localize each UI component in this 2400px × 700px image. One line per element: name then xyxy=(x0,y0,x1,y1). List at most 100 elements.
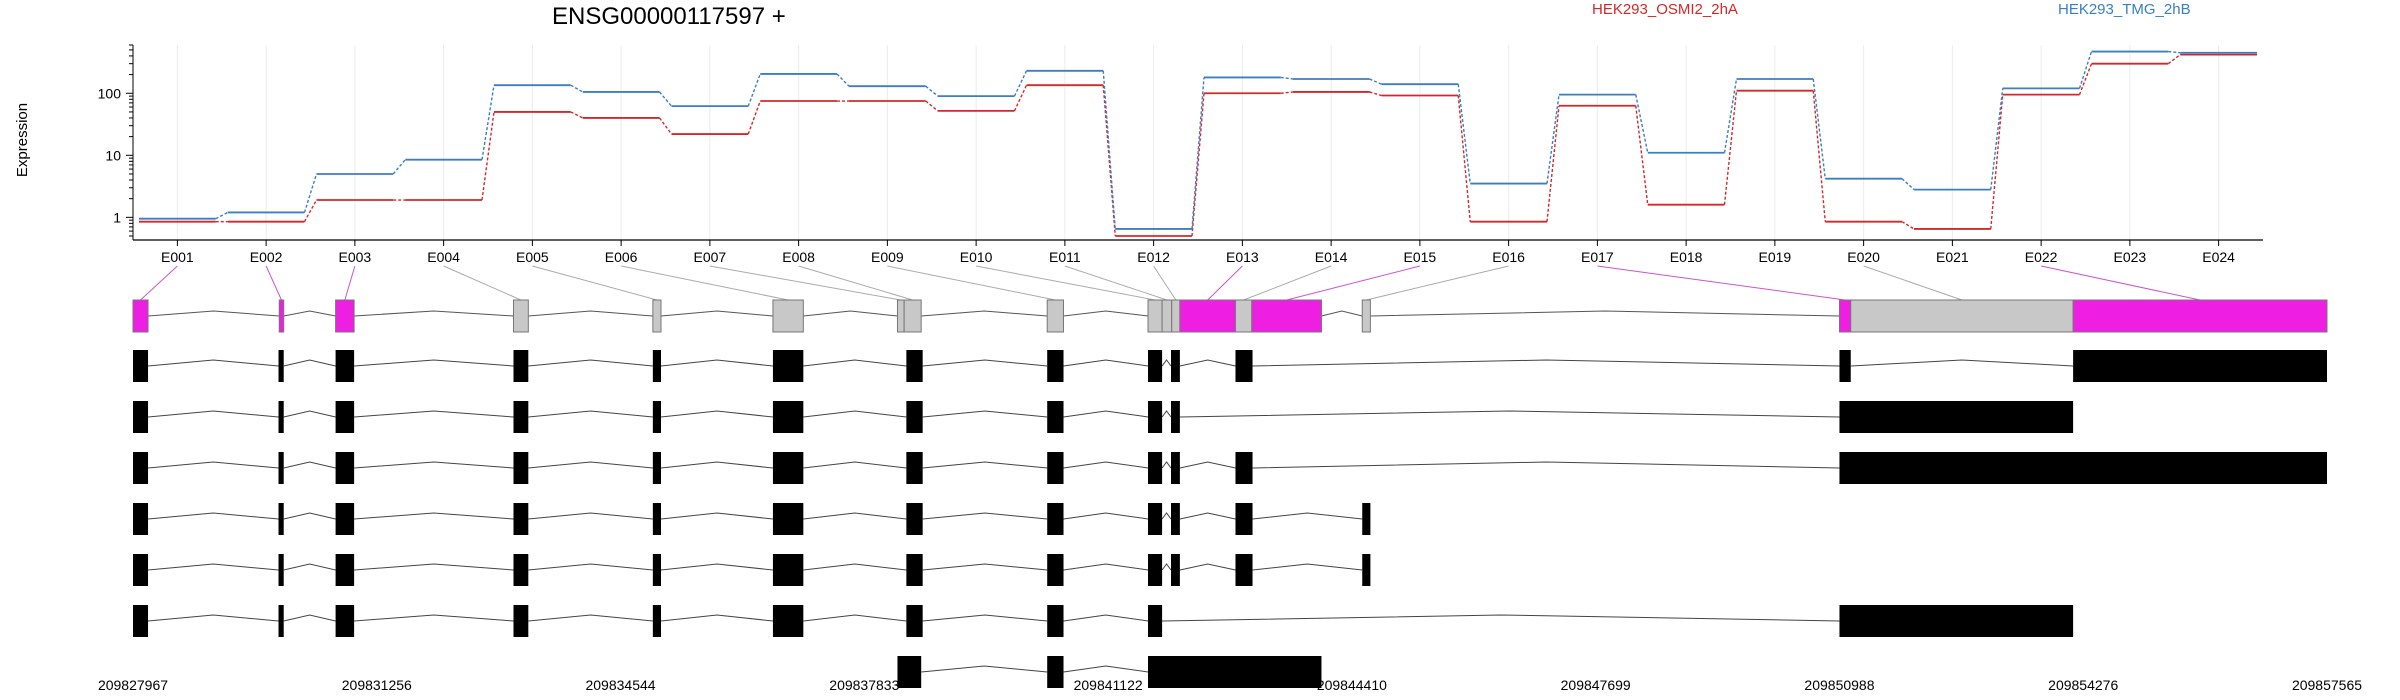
transcript-3-intron xyxy=(283,461,336,469)
series-2-step-E004 xyxy=(481,85,495,160)
transcript-4-intron xyxy=(922,512,1048,520)
series-1-step-E016 xyxy=(1546,105,1560,222)
transcript-3-exon xyxy=(278,452,284,484)
exon-box-E007 xyxy=(896,299,905,333)
connector-E014 xyxy=(1243,265,1332,301)
connector-E017 xyxy=(1597,265,1846,301)
x-tick-label-E012: E012 xyxy=(1137,249,1170,265)
x-tick-label-E011: E011 xyxy=(1049,249,1081,265)
transcript-2-exon xyxy=(1839,401,2074,433)
x-tick-label-E015: E015 xyxy=(1404,249,1437,265)
series-2-step-E003 xyxy=(392,159,406,175)
transcript-3-exon xyxy=(1235,452,1253,484)
transcript-5-exon xyxy=(1362,554,1371,586)
series-1-step-E021 xyxy=(1990,94,2004,229)
transcript-4-intron xyxy=(148,512,279,520)
transcript-6-exon xyxy=(335,605,355,637)
connector-E022 xyxy=(2041,265,2201,301)
x-tick-label-E020: E020 xyxy=(1847,249,1880,265)
connector-E011 xyxy=(1064,265,1168,301)
transcript-4-intron xyxy=(1063,512,1149,520)
connector-E002 xyxy=(265,265,282,301)
transcript-1-exon xyxy=(1148,350,1163,382)
transcript-3-intron xyxy=(660,461,773,469)
series-2-step-E023 xyxy=(2168,50,2181,54)
connector-E010 xyxy=(976,265,1156,301)
transcript-2-exon xyxy=(1170,401,1180,433)
transcript-6-exon xyxy=(772,605,804,637)
transcript-2-intron xyxy=(660,410,773,418)
exon-connectors xyxy=(140,265,2201,301)
y-axis-label: Expression xyxy=(14,103,31,177)
transcript-5-exon xyxy=(906,554,923,586)
transcript-6-intron xyxy=(922,614,1048,622)
transcript-3-intron xyxy=(528,461,653,469)
legend-series-1: HEK293_OSMI2_2hA xyxy=(1592,1,1738,18)
exon-track-intron xyxy=(283,310,336,317)
x-tick-label-E010: E010 xyxy=(960,249,993,265)
exon-box-E017 xyxy=(1838,299,1852,333)
exon-box-E016 xyxy=(1361,299,1371,333)
series-1-step-E012 xyxy=(1191,93,1205,237)
transcript-1-intron xyxy=(660,359,773,367)
transcript-6-intron xyxy=(1162,614,1840,622)
exon-box-E013 xyxy=(1179,299,1236,333)
x-tick-label-E023: E023 xyxy=(2114,249,2147,265)
transcript-6-exon xyxy=(1148,605,1163,637)
series-1-step-E006 xyxy=(658,117,673,135)
series-1-step-E019 xyxy=(1812,90,1826,222)
transcript-1-intron xyxy=(528,359,653,367)
coordinate-label: 209837833 xyxy=(829,677,899,693)
transcript-6-intron xyxy=(354,614,514,622)
connector-E013 xyxy=(1207,265,1243,301)
exon-box-E005 xyxy=(652,299,662,333)
x-tick-label-E004: E004 xyxy=(427,249,460,265)
exon-box-E010 xyxy=(1147,299,1163,333)
transcript-1-exon xyxy=(1235,350,1253,382)
series-1-step-E014 xyxy=(1369,91,1382,97)
transcript-5-exon xyxy=(1170,554,1180,586)
transcript-3-exon xyxy=(1839,452,2327,484)
transcript-4-exon xyxy=(1148,503,1163,535)
transcript-2-exon xyxy=(1148,401,1163,433)
transcript-3-intron xyxy=(803,461,907,469)
transcript-1-intron xyxy=(283,359,336,367)
series-2-step-E014 xyxy=(1369,78,1382,85)
x-tick-label-E024: E024 xyxy=(2202,249,2235,265)
transcript-1-exon xyxy=(652,350,662,382)
exon-track xyxy=(132,299,2328,333)
x-tick-label-E005: E005 xyxy=(516,249,549,265)
series-2-step-E022 xyxy=(2078,51,2093,89)
series-lines xyxy=(139,50,2257,237)
transcript-1-intron xyxy=(922,359,1048,367)
transcript-5-intron xyxy=(528,563,653,571)
transcript-1-exon xyxy=(772,350,804,382)
transcript-4-intron xyxy=(1252,512,1363,520)
transcript-4-exon xyxy=(278,503,284,535)
series-1-step-E017 xyxy=(1635,105,1649,205)
transcript-2-intron xyxy=(148,410,279,418)
exon-track-intron xyxy=(354,310,514,317)
exon-box-E014 xyxy=(1234,299,1253,333)
transcript-5-intron xyxy=(1161,563,1172,571)
transcript-4-exon xyxy=(1362,503,1371,535)
series-2-step-E002 xyxy=(303,173,318,213)
x-tick-label-E021: E021 xyxy=(1936,249,1969,265)
transcript-4-intron xyxy=(283,512,336,520)
series-2-step-E021 xyxy=(1990,88,2004,190)
coordinate-label: 209827967 xyxy=(98,677,168,693)
transcript-5-exon xyxy=(513,554,529,586)
transcript-1-exon xyxy=(133,350,149,382)
series-2-step-E019 xyxy=(1812,78,1826,179)
transcript-1-intron xyxy=(354,359,514,367)
x-tick-label-E007: E007 xyxy=(694,249,727,265)
transcript-6-exon xyxy=(513,605,529,637)
exon-track-intron xyxy=(1063,310,1149,317)
transcript-3-exon xyxy=(1170,452,1180,484)
series-2-step-E007 xyxy=(747,73,761,107)
exon-box-E022 xyxy=(2072,299,2328,333)
transcript-4-exon xyxy=(1235,503,1253,535)
exon-box-E015 xyxy=(1251,299,1322,333)
connector-E004 xyxy=(443,265,522,301)
transcript-3-intron xyxy=(1161,461,1172,469)
